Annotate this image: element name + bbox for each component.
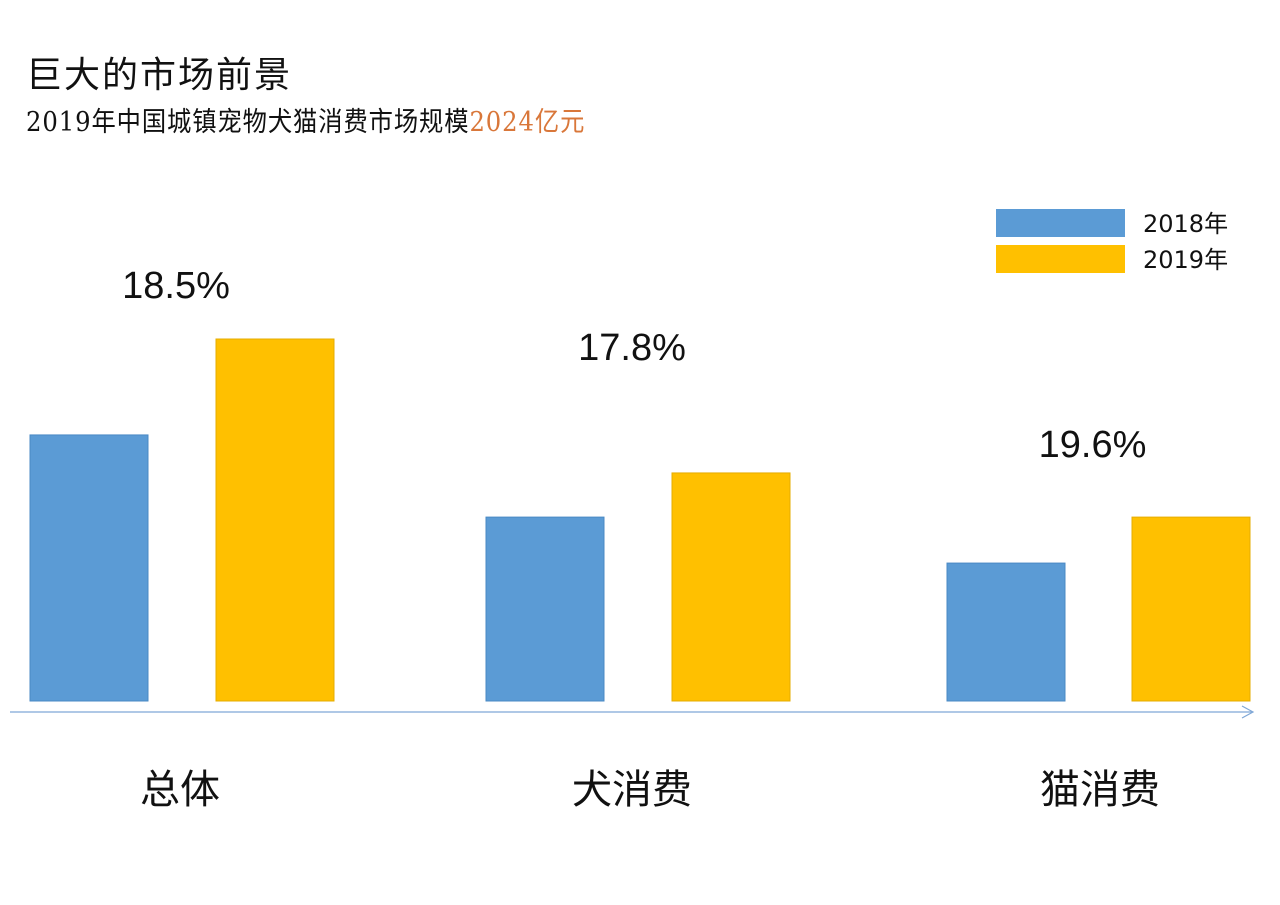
- bar-2018-1: [485, 516, 605, 702]
- bar-2019-1: [671, 472, 791, 702]
- legend-swatch: [996, 209, 1125, 237]
- legend-label: 2018年: [1143, 210, 1228, 238]
- page-subtitle: 2019年中国城镇宠物犬猫消费市场规模2024亿元: [26, 100, 585, 139]
- page-title: 巨大的市场前景: [26, 55, 293, 96]
- axis-arrow-icon: [1241, 705, 1255, 719]
- category-label: 犬消费: [572, 767, 692, 813]
- growth-label: 17.8%: [578, 327, 686, 369]
- subtitle-highlight: 2024亿元: [469, 107, 586, 138]
- category-label: 总体: [140, 767, 220, 813]
- growth-label: 18.5%: [122, 265, 230, 307]
- legend-label: 2019年: [1143, 246, 1228, 274]
- category-label: 猫消费: [1040, 767, 1160, 813]
- bar-2018-2: [946, 562, 1066, 702]
- bar-2018-0: [29, 434, 149, 702]
- bar-2019-2: [1131, 516, 1251, 702]
- growth-label: 19.6%: [1039, 424, 1147, 466]
- bar-2019-0: [215, 338, 335, 702]
- subtitle-text: 2019年中国城镇宠物犬猫消费市场规模: [26, 107, 470, 138]
- legend-swatch: [996, 245, 1125, 273]
